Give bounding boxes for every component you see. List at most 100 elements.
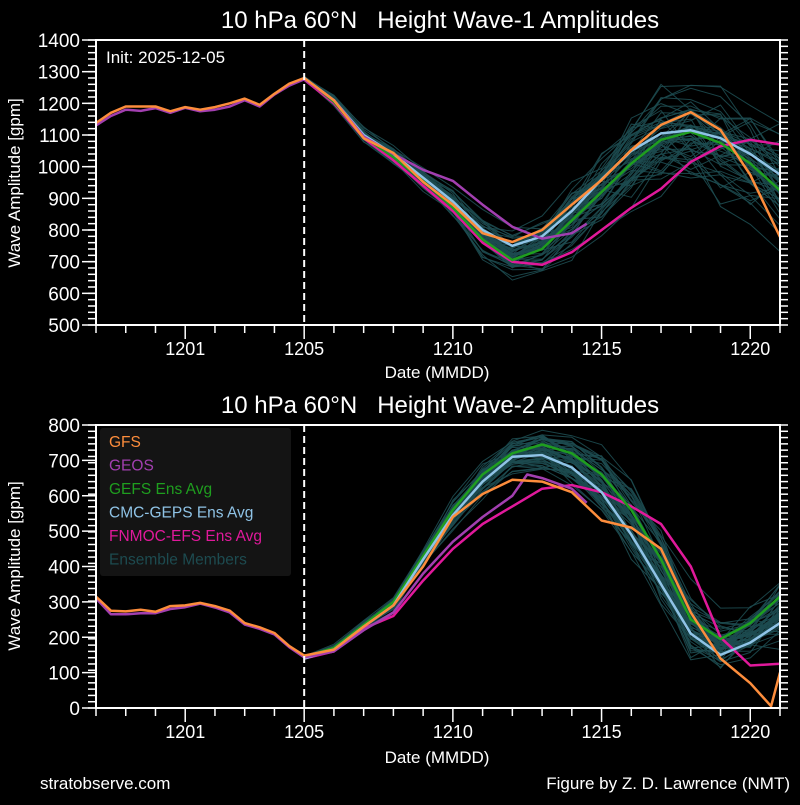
ensemble-member-line bbox=[304, 452, 780, 658]
gfs-forecast-line bbox=[303, 478, 780, 708]
x-tick-label: 1220 bbox=[730, 339, 770, 359]
x-tick-label: 1220 bbox=[730, 722, 770, 742]
gefs-ens-avg-forecast-line bbox=[303, 443, 780, 658]
geos-forecast-line bbox=[303, 473, 588, 659]
plot-frame bbox=[95, 39, 781, 326]
ensemble-member-line bbox=[303, 77, 780, 252]
y-tick-label: 500 bbox=[48, 522, 80, 543]
geos-history-line bbox=[96, 78, 305, 127]
legend-entry: GEOS bbox=[109, 458, 154, 475]
wave1-ylabel: Wave Amplitude [gpm] bbox=[5, 98, 24, 267]
x-tick-label: 1201 bbox=[165, 339, 205, 359]
ensemble-member-line bbox=[304, 446, 780, 660]
x-tick-label: 1201 bbox=[165, 722, 205, 742]
y-tick-label: 1400 bbox=[38, 31, 80, 52]
y-tick-label: 300 bbox=[48, 593, 80, 614]
y-tick-label: 700 bbox=[48, 451, 80, 472]
y-tick-label: 500 bbox=[48, 316, 80, 337]
init-annotation: Init: 2025-12-05 bbox=[106, 48, 225, 67]
legend-entry: GFS bbox=[109, 434, 141, 451]
x-tick-label: 1215 bbox=[582, 339, 622, 359]
wave1-title: 10 hPa 60°N Height Wave-1 Amplitudes bbox=[221, 7, 659, 34]
fnmoc-efs-ens-avg-forecast-line bbox=[303, 78, 780, 267]
ensemble-member-line bbox=[303, 77, 780, 246]
y-tick-label: 400 bbox=[48, 558, 80, 579]
legend: GFS GEOS GEFS Ens Avg CMC-GEPS Ens Avg FNMOC… bbox=[100, 428, 291, 576]
gfs-history-line bbox=[96, 595, 305, 657]
legend-entry: GEFS Ens Avg bbox=[109, 481, 212, 498]
y-tick-label: 1000 bbox=[38, 158, 80, 179]
geos-history-line bbox=[96, 597, 305, 659]
cmc-geps-ens-avg-forecast-line bbox=[303, 76, 780, 248]
ensemble-member-line bbox=[304, 436, 780, 660]
x-tick-label: 1205 bbox=[284, 339, 324, 359]
y-tick-label: 1100 bbox=[39, 126, 80, 147]
footer-site: stratobserve.com bbox=[40, 774, 170, 793]
y-tick-label: 800 bbox=[48, 221, 80, 242]
ensemble-member-line bbox=[303, 76, 780, 272]
wave1-xlabel: Date (MMDD) bbox=[385, 363, 490, 382]
ensemble-member-line bbox=[303, 78, 780, 248]
ensemble-member-line bbox=[304, 454, 780, 658]
y-tick-label: 1200 bbox=[38, 94, 80, 115]
legend-box bbox=[100, 428, 291, 576]
ensemble-member-line bbox=[304, 438, 780, 659]
ensemble-member-line bbox=[304, 443, 780, 658]
ensemble-member-line bbox=[303, 77, 780, 255]
ensemble-member-line bbox=[304, 437, 780, 659]
gefs-ens-avg-forecast-line bbox=[303, 77, 780, 262]
ensemble-member-line bbox=[303, 77, 780, 255]
ensemble-member-line bbox=[304, 438, 780, 659]
ensemble-member-line bbox=[303, 77, 780, 258]
ensemble-member-line bbox=[303, 77, 780, 248]
ensemble-member-line bbox=[304, 454, 780, 658]
y-tick-label: 200 bbox=[48, 628, 80, 649]
y-tick-label: 600 bbox=[48, 487, 80, 508]
footer-credit: Figure by Z. D. Lawrence (NMT) bbox=[546, 774, 790, 793]
y-tick-label: 600 bbox=[48, 284, 80, 305]
y-tick-label: 900 bbox=[48, 189, 80, 210]
wave2-panel: 10 hPa 60°N Height Wave-2 Amplitudes Dat… bbox=[5, 392, 788, 767]
ensemble-member-line bbox=[303, 78, 780, 236]
fnmoc-efs-ens-avg-forecast-line bbox=[303, 483, 780, 667]
ensemble-member-line bbox=[304, 452, 780, 659]
gfs-history-line bbox=[96, 76, 305, 125]
legend-entry: CMC-GEPS Ens Avg bbox=[109, 505, 253, 522]
gfs-forecast-line bbox=[303, 76, 780, 244]
ensemble-member-line bbox=[304, 448, 780, 659]
ensemble-member-line bbox=[304, 442, 780, 658]
ensemble-member-line bbox=[303, 78, 780, 252]
y-tick-label: 800 bbox=[48, 416, 80, 437]
ensemble-member-line bbox=[304, 447, 780, 659]
y-tick-label: 1300 bbox=[38, 63, 80, 84]
ensemble-member-line bbox=[303, 78, 780, 232]
ensemble-member-line bbox=[303, 77, 780, 253]
ensemble-member-line bbox=[303, 78, 780, 254]
x-tick-label: 1210 bbox=[433, 722, 473, 742]
y-tick-label: 700 bbox=[48, 253, 80, 274]
ensemble-member-line bbox=[303, 78, 780, 238]
y-tick-label: 0 bbox=[69, 699, 80, 720]
legend-entry: Ensemble Members bbox=[109, 552, 247, 569]
geos-forecast-line bbox=[303, 78, 588, 240]
x-tick-label: 1205 bbox=[284, 722, 324, 742]
ensemble-member-line bbox=[303, 78, 780, 250]
legend-entry: FNMOC-EFS Ens Avg bbox=[109, 528, 262, 545]
ensemble-member-line bbox=[303, 77, 780, 246]
ensemble-member-line bbox=[304, 440, 780, 658]
ensemble-member-line bbox=[304, 455, 780, 658]
ensemble-member-line bbox=[304, 439, 780, 659]
plot-area bbox=[96, 75, 780, 281]
x-tick-label: 1215 bbox=[582, 722, 622, 742]
wave2-title: 10 hPa 60°N Height Wave-2 Amplitudes bbox=[221, 392, 659, 419]
ensemble-member-line bbox=[304, 456, 780, 658]
ensemble-member-line bbox=[303, 79, 780, 253]
wave2-ylabel: Wave Amplitude [gpm] bbox=[5, 481, 24, 650]
wave1-panel: 10 hPa 60°N Height Wave-1 Amplitudes Ini… bbox=[5, 7, 788, 382]
x-tick-label: 1210 bbox=[433, 339, 473, 359]
plot-area bbox=[96, 429, 780, 708]
wave2-xlabel: Date (MMDD) bbox=[385, 748, 490, 767]
ensemble-member-line bbox=[303, 78, 780, 247]
y-tick-label: 100 bbox=[48, 664, 80, 685]
